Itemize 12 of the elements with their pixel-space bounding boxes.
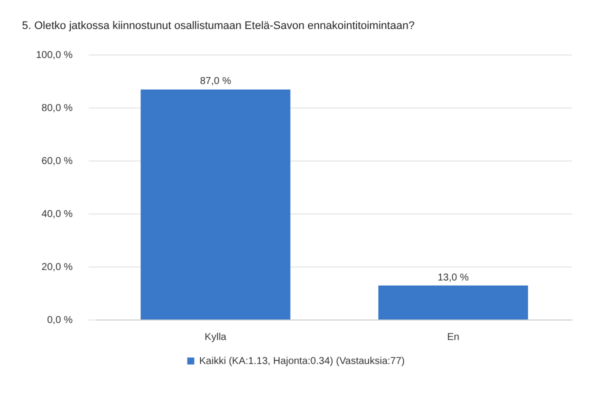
y-tick-label: 40,0 % — [42, 208, 73, 220]
y-tick-label: 80,0 % — [42, 102, 73, 114]
y-tick-label: 60,0 % — [42, 156, 73, 167]
chart-title: 5. Oletko jatkossa kiinnostunut osallistumaan Etelä-Savon ennakointitoimintaan? — [22, 20, 415, 32]
data-label: 87,0 % — [200, 76, 232, 88]
y-tick-label: 20,0 % — [42, 262, 73, 273]
y-tick-label: 100,0 % — [36, 50, 73, 61]
y-tick-label: 0,0 % — [47, 314, 73, 326]
x-tick-label: Kylla — [204, 332, 227, 343]
legend-label: Kaikki (KA:1.13, Hajonta:0.34) (Vastauksia:77) — [199, 356, 405, 367]
data-label: 13,0 % — [438, 272, 469, 284]
x-tick-label: En — [447, 332, 460, 343]
